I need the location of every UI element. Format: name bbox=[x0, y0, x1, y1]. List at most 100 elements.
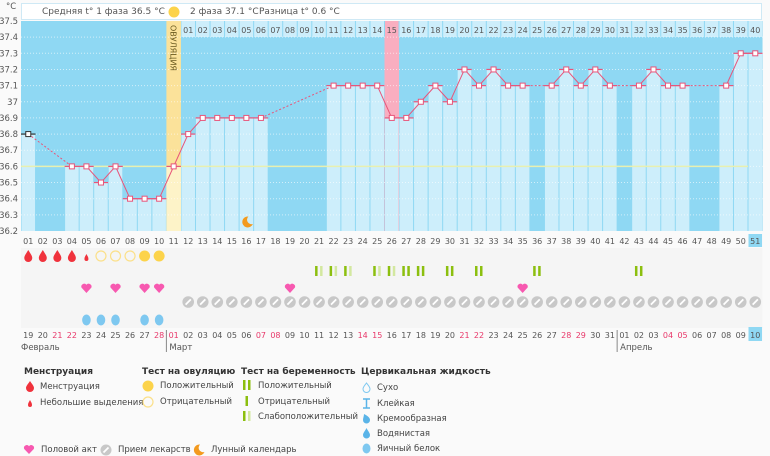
temperature-point bbox=[185, 131, 192, 138]
cycle-day-label: 28 bbox=[416, 237, 426, 246]
two-bars-icon bbox=[243, 380, 251, 390]
calendar-date: 09 bbox=[736, 331, 746, 340]
cycle-day-label: 49 bbox=[721, 237, 731, 246]
post-ovulation-day-label: 28 bbox=[576, 26, 586, 35]
pregnancy-test-bar bbox=[538, 266, 541, 276]
temperature-bar bbox=[65, 166, 79, 231]
temperature-point bbox=[345, 82, 352, 89]
calendar-date: 29 bbox=[576, 331, 586, 340]
legend-item-spotting: Небольшие выделения bbox=[26, 397, 143, 408]
calendar-date: 20 bbox=[38, 331, 48, 340]
calendar-date: 01 bbox=[169, 331, 179, 340]
temperature-bar bbox=[748, 53, 763, 231]
cycle-day-label: 39 bbox=[576, 237, 586, 246]
pill-icon-stripe bbox=[577, 298, 585, 306]
post-ovulation-day-label: 39 bbox=[736, 26, 746, 35]
pill-icon-stripe bbox=[417, 298, 425, 306]
pregnancy-test-bar bbox=[407, 266, 410, 276]
calendar-date: 08 bbox=[270, 331, 280, 340]
ovulation-test-positive-icon bbox=[153, 250, 165, 262]
temperature-bar bbox=[588, 69, 603, 231]
legend-label: Кремообразная bbox=[377, 413, 447, 424]
cycle-day-label: 29 bbox=[430, 237, 440, 246]
calendar-date: 01 bbox=[619, 331, 629, 340]
pill-icon-stripe bbox=[243, 298, 250, 306]
egg-white-icon bbox=[111, 314, 120, 326]
post-ovulation-cell bbox=[195, 21, 210, 37]
heart-icon bbox=[154, 283, 165, 293]
heart-icon bbox=[110, 283, 121, 293]
pill-icon-stripe bbox=[301, 298, 308, 306]
pregnancy-test-bar bbox=[421, 266, 425, 276]
cycle-day-label: 07 bbox=[110, 237, 120, 246]
post-ovulation-cell bbox=[181, 21, 195, 37]
temperature-point bbox=[374, 82, 381, 89]
calendar-date: 23 bbox=[81, 331, 91, 340]
cycle-day-label: 30 bbox=[445, 237, 455, 246]
y-tick-label: 36.5 bbox=[0, 179, 18, 189]
y-tick-label: 36.6 bbox=[0, 162, 18, 172]
highlighted-cell bbox=[385, 21, 399, 37]
cycle-day-label: 48 bbox=[707, 237, 717, 246]
pill-icon-stripe bbox=[315, 298, 323, 306]
pill-icon-stripe bbox=[490, 298, 497, 306]
cycle-day-label: 04 bbox=[67, 237, 77, 246]
y-tick-label: 36.9 bbox=[0, 114, 18, 124]
egg-white-icon bbox=[154, 314, 164, 326]
legend-item-pregnancy-negative: Отрицательный bbox=[242, 396, 330, 407]
calendar-date: 13 bbox=[343, 331, 353, 340]
cycle-day-label: 51 bbox=[750, 237, 760, 246]
post-ovulation-day-label: 29 bbox=[590, 26, 600, 35]
temperature-point bbox=[112, 163, 119, 170]
post-ovulation-cell bbox=[675, 21, 690, 37]
post-ovulation-day-label: 13 bbox=[358, 26, 368, 35]
legend-item-moon: Лунный календарь bbox=[193, 444, 297, 456]
y-tick-label: 37.3 bbox=[0, 49, 18, 59]
temperature-difference: Разница t° 0.6 °C bbox=[259, 7, 340, 17]
post-ovulation-cell bbox=[225, 21, 239, 37]
post-ovulation-cell bbox=[559, 21, 574, 37]
post-ovulation-cell bbox=[283, 21, 297, 37]
cycle-day-label: 13 bbox=[198, 237, 208, 246]
cycle-day-label: 23 bbox=[343, 237, 353, 246]
legend-label: Сухо bbox=[377, 382, 399, 393]
calendar-date: 28 bbox=[561, 331, 571, 340]
pregnancy-test-bar bbox=[387, 266, 391, 276]
temperature-bar bbox=[225, 117, 239, 231]
phase1-average: Средняя t° 1 фаза 36.5 °C bbox=[42, 7, 165, 17]
post-ovulation-cell bbox=[661, 21, 675, 37]
y-axis-unit: °C bbox=[6, 2, 16, 12]
legend-label: Менструация bbox=[40, 381, 100, 392]
post-ovulation-day-label: 22 bbox=[488, 26, 498, 35]
temperature-point bbox=[257, 114, 264, 121]
calendar-date: 27 bbox=[139, 331, 149, 340]
legend-item-sticky: Клейкая bbox=[362, 398, 415, 409]
temperature-point bbox=[650, 66, 657, 73]
cycle-day-label: 26 bbox=[387, 237, 397, 246]
legend-label: Водянистая bbox=[377, 428, 431, 439]
temperature-point bbox=[170, 163, 177, 170]
pill-icon-stripe bbox=[752, 298, 759, 306]
temperature-point bbox=[490, 66, 497, 73]
cycle-day-label: 41 bbox=[605, 237, 615, 246]
current-day-highlight bbox=[748, 234, 763, 247]
blood-drop-icon bbox=[38, 250, 47, 262]
post-ovulation-day-label: 08 bbox=[285, 26, 295, 35]
small-drop-icon bbox=[84, 254, 89, 261]
legend-label: Половой акт bbox=[41, 444, 97, 455]
post-ovulation-cell bbox=[501, 21, 515, 37]
post-ovulation-day-label: 23 bbox=[503, 26, 513, 35]
pill-icon-stripe bbox=[184, 298, 192, 306]
calendar-date: 10 bbox=[750, 331, 760, 340]
post-ovulation-day-label: 35 bbox=[677, 26, 687, 35]
y-tick-label: 36.7 bbox=[0, 146, 18, 156]
pregnancy-test-bar bbox=[320, 266, 323, 276]
egg-white-icon bbox=[140, 314, 149, 326]
pill-icon-stripe bbox=[635, 298, 643, 306]
temperature-point bbox=[606, 82, 613, 89]
post-ovulation-cell bbox=[341, 21, 355, 37]
pill-icon-stripe bbox=[257, 298, 265, 306]
blood-drop-icon bbox=[53, 250, 62, 262]
temperature-point bbox=[330, 82, 337, 89]
pill-icon-stripe bbox=[548, 298, 555, 306]
